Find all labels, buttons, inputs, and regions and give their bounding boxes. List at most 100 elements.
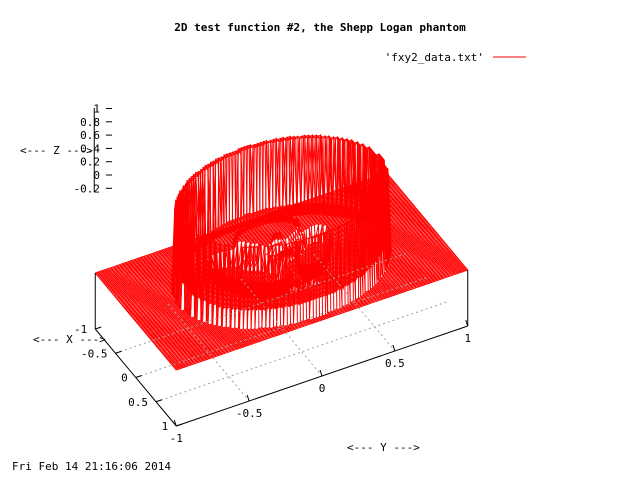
mesh-line-y [346,186,429,284]
grid-line-x [115,252,408,354]
mesh-line-y [228,150,311,325]
x-tick [135,375,142,378]
mesh-line-y [313,134,396,296]
z-tick-label: 1 [93,103,100,116]
mesh-line-y [152,199,235,351]
mesh-line-y [137,258,220,356]
z-tick-label: -0.2 [74,182,101,195]
surface-mesh [94,133,469,371]
mesh-line-y [213,157,296,330]
mesh-line-y [198,164,280,335]
mesh-line-y [249,143,332,318]
mesh-line-y [334,142,417,289]
mesh-line-y [119,264,201,363]
mesh-line-y [252,142,335,317]
x-tick-label: -1 [74,323,87,336]
timestamp: Fri Feb 14 21:16:06 2014 [12,460,171,473]
mesh-line-y [182,173,265,341]
legend: 'fxy2_data.txt' [385,51,526,64]
z-axis-ticks: 10.80.60.40.20-0.2 [74,103,101,196]
x-tick-label: -0.5 [81,347,108,360]
mesh-line-y [161,189,244,348]
grid-line-y [313,253,396,352]
z-tick-label: 0.6 [80,129,100,142]
mesh-line-y [304,133,387,299]
x-tick [176,423,183,427]
mesh-line-y [343,187,426,285]
mesh-line-y [267,138,350,311]
mesh-line-y [331,140,414,290]
mesh-line-y [225,152,308,326]
mesh-line-y [264,139,347,313]
mesh-line-y [286,135,368,305]
y-tick-label: 0 [319,382,326,395]
mesh-line-y [222,152,305,327]
mesh-line-y [128,261,211,359]
grid-line-x [155,301,448,403]
x-axis-label: <--- X ---> [33,333,106,346]
y-axis-ticks: -1 -0.5 0 0.5 1 [170,332,471,445]
chart-title: 2D test function #2, the Shepp Logan pha… [174,21,466,34]
mesh-line-y [349,185,432,283]
mesh-line-y [319,135,402,294]
grid-line-y [240,278,323,377]
mesh-line-y [246,143,329,319]
mesh-line-y [149,203,232,352]
mesh-line-y [386,172,469,271]
mesh-line-y [210,158,292,331]
mesh-line-y [301,133,384,300]
y-tick-label: 0.5 [385,357,405,370]
mesh-line-y [292,134,374,303]
legend-label: 'fxy2_data.txt' [385,51,484,64]
mesh-line-y [325,137,408,292]
x-tick-label: 0.5 [128,396,148,409]
mesh-line-y [271,137,353,310]
z-tick-label: 0.4 [80,142,100,155]
mesh-line-y [365,179,447,278]
mesh-line-y [125,262,207,360]
z-tick-label: 0.8 [80,116,100,129]
mesh-line-y [368,178,450,277]
y-tick-label: -1 [170,432,183,445]
mesh-line-y [189,170,271,339]
mesh-line-y [231,149,314,324]
mesh-line-y [322,136,405,293]
y-tick [173,419,177,427]
x-tick-label: 1 [162,420,169,433]
mesh-line-y [113,266,195,365]
y-tick-label: 1 [464,332,471,345]
y-tick [392,344,396,352]
mesh-line-y [155,195,238,350]
mesh-line-y [352,184,435,282]
mesh-line-y [116,265,198,364]
y-tick-label: -0.5 [236,407,263,420]
mesh-line-y [104,269,186,368]
mesh-line-y [110,267,192,366]
mesh-line-y [240,145,323,321]
mesh-line-y [164,187,247,347]
mesh-line-y [340,152,423,286]
mesh-line-y [216,155,299,329]
grid-line-x [135,277,428,378]
mesh-line-y [328,138,411,291]
mesh-line-y [243,144,326,320]
y-tick [319,369,323,377]
y-tick [465,319,469,327]
mesh-line-y [383,173,466,272]
x-tick [95,326,102,330]
z-axis-label: <--- Z ---> [20,144,93,157]
mesh-line-y [107,268,189,367]
mesh-line-y [146,207,229,353]
mesh-line-y [167,184,250,346]
mesh-line-y [316,135,399,295]
mesh-line-y [371,177,453,276]
z-tick-label: 0.2 [80,156,100,169]
x-tick [155,399,163,403]
mesh-line-y [134,259,217,357]
mesh-line-y [122,263,204,361]
mesh-line-y [377,175,459,274]
mesh-line-y [158,193,241,349]
mesh-line-y [356,183,438,281]
mesh-line-y [195,166,277,336]
